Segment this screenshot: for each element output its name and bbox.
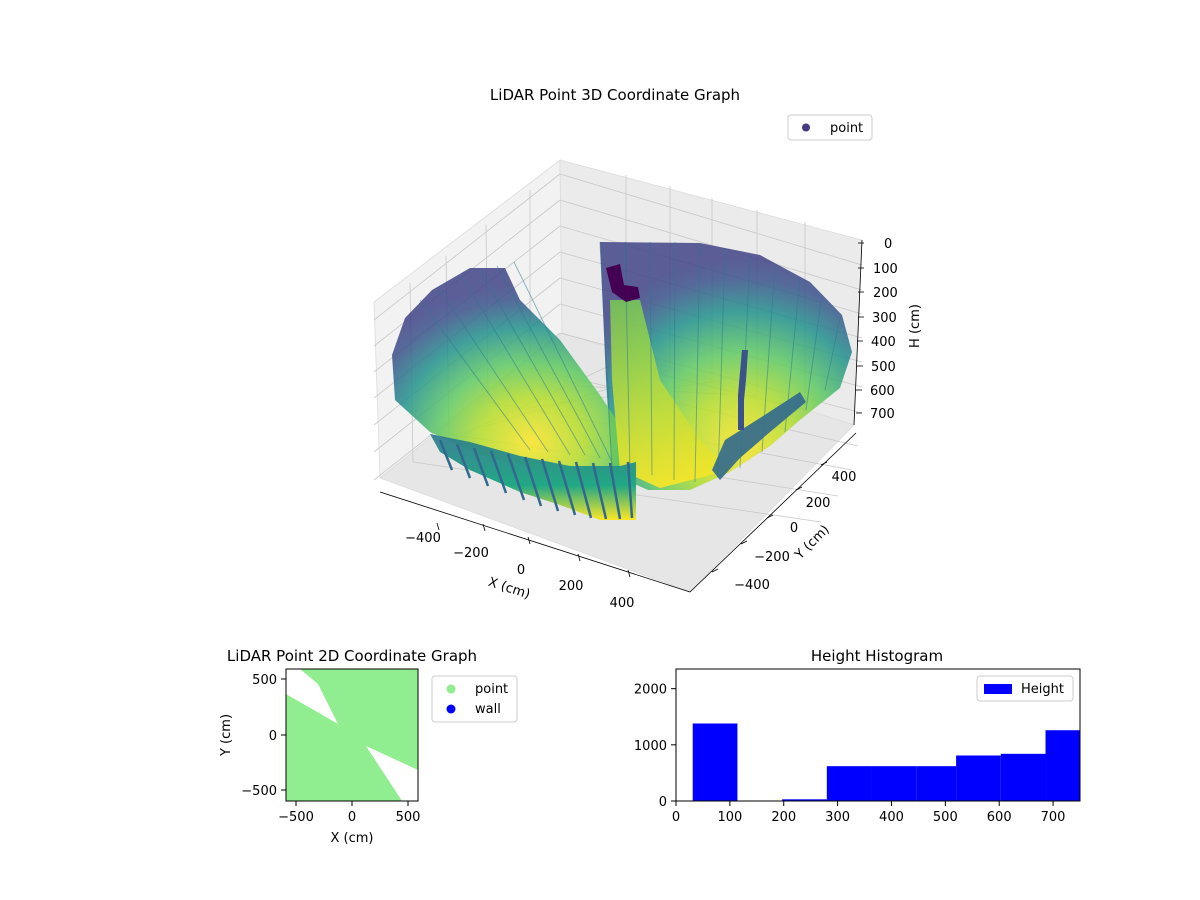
- x-axis-label-3d: X (cm): [486, 575, 532, 603]
- legend-3d: point: [787, 114, 873, 141]
- legend-2d: point wall: [431, 675, 518, 723]
- y-tick-3d: 200: [806, 496, 831, 511]
- z-tick-3d: 500: [871, 360, 896, 375]
- histogram-bar: [916, 766, 957, 801]
- x-tick-label: 200: [771, 810, 796, 825]
- z-tick-3d: 700: [870, 407, 895, 422]
- ticks-2d: [281, 678, 409, 806]
- legend-label-height: Height: [1021, 682, 1064, 697]
- legend-label-point: point: [475, 682, 508, 697]
- chart-3d: LiDAR Point 3D Coordinate Graph: [373, 86, 923, 611]
- x-tick-3d: 200: [559, 579, 584, 594]
- y-tick-3d: −400: [734, 578, 770, 593]
- y-axis-label-2d: Y (cm): [219, 714, 234, 757]
- z-axis-label-3d: H (cm): [908, 304, 923, 348]
- x-axis-label-2d: X (cm): [331, 831, 374, 846]
- x-tick-label: 600: [987, 810, 1012, 825]
- y-ticks-3d: −400 −200 0 200 400: [734, 470, 856, 593]
- histogram-y-ticks: 0 1000 2000: [634, 683, 676, 810]
- x-tick-2d: 500: [396, 810, 421, 825]
- x-tick-3d: 400: [610, 596, 635, 611]
- legend-hist: Height: [976, 675, 1074, 702]
- y-tick-2d: −500: [241, 784, 277, 799]
- x-tick-label: 700: [1041, 810, 1066, 825]
- plot-frame-hist: [675, 668, 1081, 802]
- x-tick-3d: −400: [405, 531, 441, 546]
- chart-2d-title: LiDAR Point 2D Coordinate Graph: [227, 647, 477, 665]
- point-cloud-3d: [392, 241, 852, 520]
- histogram-x-ticks: 0 100 200 300 400 500 600 700: [672, 801, 1066, 825]
- empty-region-top: [286, 669, 338, 724]
- chart-3d-title: LiDAR Point 3D Coordinate Graph: [490, 86, 740, 104]
- histogram-bar: [692, 723, 738, 801]
- x-ticks-3d: −400 −200 0 200 400: [405, 531, 634, 611]
- empty-region-bottom: [366, 746, 418, 801]
- x-tick-3d: −200: [453, 546, 489, 561]
- x-axis-line-3d: [379, 491, 691, 593]
- chart-2d: LiDAR Point 2D Coordinate Graph −500 0 5…: [219, 647, 518, 846]
- histogram-bar: [871, 766, 917, 801]
- ticks-3d: [436, 242, 864, 578]
- y-tick-3d: 0: [790, 521, 798, 536]
- y-tick-3d: 400: [832, 470, 857, 485]
- y-tick-label: 1000: [634, 739, 667, 754]
- z-tick-3d: 300: [872, 311, 897, 326]
- histogram-bar: [1000, 753, 1046, 801]
- y-tick-label: 2000: [634, 683, 667, 698]
- y-axis-line-3d: [689, 432, 857, 593]
- legend-marker-point: [802, 123, 810, 132]
- histogram-bars: [692, 723, 1080, 801]
- histogram-bar: [826, 766, 872, 801]
- z-tick-3d: 400: [871, 335, 896, 350]
- x-tick-2d: −500: [278, 810, 314, 825]
- x-tick-label: 0: [672, 810, 680, 825]
- x-tick-label: 100: [717, 810, 742, 825]
- legend-box: [787, 114, 873, 141]
- y-tick-2d: 0: [269, 729, 277, 744]
- x-tick-label: 400: [879, 810, 904, 825]
- z-tick-3d: 200: [873, 286, 898, 301]
- y-tick-3d: −200: [754, 550, 790, 565]
- histogram-bar: [1045, 730, 1080, 801]
- x-tick-2d: 0: [348, 810, 356, 825]
- z-tick-3d: 0: [884, 237, 892, 252]
- legend-marker-point: [446, 684, 456, 694]
- histogram-bar: [782, 799, 827, 801]
- histogram-bar: [956, 755, 1001, 801]
- x-tick-label: 500: [933, 810, 958, 825]
- chart-histogram: Height Histogram 0 100 200 300 400 500 600 700 …: [634, 647, 1081, 825]
- histogram-title: Height Histogram: [811, 647, 943, 665]
- y-tick-2d: 500: [252, 673, 277, 688]
- legend-label-wall: wall: [475, 702, 501, 717]
- y-tick-label: 0: [659, 795, 667, 810]
- x-tick-label: 300: [825, 810, 850, 825]
- legend-box: [976, 675, 1074, 702]
- legend-marker-wall: [446, 704, 456, 714]
- z-tick-3d: 600: [870, 384, 895, 399]
- z-axis-line-3d: [853, 239, 863, 426]
- z-tick-3d: 100: [873, 262, 898, 277]
- legend-label-point: point: [830, 121, 863, 136]
- z-ticks-3d: 0 100 200 300 400 500 600 700: [870, 237, 898, 422]
- x-tick-3d: 0: [517, 563, 525, 578]
- legend-swatch-height: [984, 684, 1012, 694]
